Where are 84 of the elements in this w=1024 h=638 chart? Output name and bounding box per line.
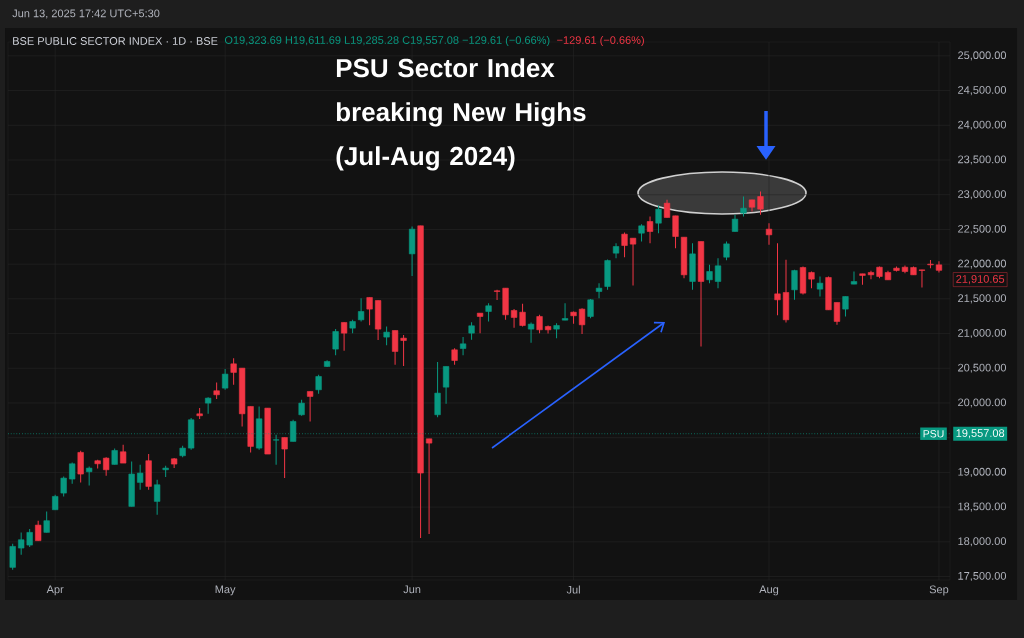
candlestick bbox=[442, 365, 450, 405]
candlestick bbox=[459, 336, 467, 356]
candlestick bbox=[307, 390, 314, 422]
candlestick bbox=[612, 242, 620, 259]
candlestick bbox=[230, 357, 237, 386]
y-tick-label: 22,500.00 bbox=[958, 224, 1007, 234]
candlestick bbox=[714, 257, 722, 289]
candlestick bbox=[646, 216, 654, 244]
candlestick bbox=[655, 204, 662, 234]
candlestick bbox=[842, 295, 849, 317]
y-tick-label: 18,000.00 bbox=[958, 537, 1007, 547]
text: 21,910.65 bbox=[956, 275, 1005, 285]
y-tick-label: 20,500.00 bbox=[958, 363, 1007, 373]
x-tick-label: Jun bbox=[403, 585, 421, 594]
x-tick-label: Apr bbox=[46, 585, 64, 596]
candlestick bbox=[918, 269, 926, 289]
candlestick bbox=[629, 237, 637, 286]
candlestick bbox=[544, 325, 552, 335]
candlestick bbox=[43, 510, 50, 533]
candlestick bbox=[281, 436, 288, 479]
x-tick-label: Aug bbox=[759, 585, 779, 596]
candlestick bbox=[578, 307, 586, 335]
annotation: PSU bbox=[923, 430, 944, 438]
candlestick bbox=[536, 314, 543, 334]
x-tick-label: Jul bbox=[566, 585, 580, 594]
text: Jun 13, 2025 17:42 UTC+5:30 bbox=[12, 9, 160, 19]
candlestick bbox=[485, 302, 492, 322]
y-tick-label: 17,500.00 bbox=[958, 572, 1007, 582]
annotation: O19,323.69 H19,611.69 L19,285.28 C19,557.08 −129.61 (−0.66%) bbox=[224, 35, 550, 47]
candlestick bbox=[774, 242, 781, 316]
candlestick bbox=[332, 328, 339, 356]
y-tick-label: 21,500.00 bbox=[958, 294, 1007, 304]
candlestick bbox=[527, 321, 535, 344]
y-tick-label: 23,500.00 bbox=[958, 155, 1007, 165]
candlestick bbox=[341, 321, 348, 352]
y-tick-label: 23,000.00 bbox=[958, 190, 1007, 200]
y-tick-label: 21,000.00 bbox=[958, 329, 1007, 339]
candlestick bbox=[476, 312, 484, 334]
candlestick bbox=[833, 301, 841, 326]
annotation: −129.61 (−0.66%) bbox=[557, 35, 644, 47]
y-tick-label: 24,000.00 bbox=[958, 120, 1007, 130]
candlestick bbox=[383, 325, 390, 346]
x-tick-label: Sep bbox=[929, 585, 949, 596]
candlestick bbox=[425, 438, 433, 535]
candlestick bbox=[9, 543, 16, 571]
candlestick bbox=[86, 465, 93, 486]
candlestick bbox=[120, 444, 127, 464]
ref-line-label: 19,557.08 bbox=[956, 429, 1005, 439]
candlestick bbox=[757, 191, 764, 216]
candlestick bbox=[706, 264, 713, 284]
candlestick bbox=[103, 456, 110, 477]
candlestick bbox=[740, 196, 747, 218]
candlestick bbox=[587, 298, 594, 319]
candlestick bbox=[561, 302, 569, 321]
chart-title: BSE PUBLIC SECTOR INDEX · 1D · BSE bbox=[13, 37, 218, 45]
candlestick bbox=[154, 479, 161, 516]
annotation: PSU Sector Index breaking New Highs (Jul-Aug 2024) bbox=[336, 58, 586, 171]
candlestick bbox=[765, 222, 773, 246]
candlestick bbox=[205, 396, 212, 415]
candlestick bbox=[357, 297, 365, 322]
y-tick-label: 20,000.00 bbox=[958, 398, 1007, 408]
candlestick bbox=[621, 231, 628, 258]
candlestick bbox=[791, 269, 798, 301]
candlestick bbox=[867, 270, 875, 280]
candlestick bbox=[850, 271, 858, 285]
candlestick bbox=[672, 215, 679, 249]
y-tick-label: 24,500.00 bbox=[958, 86, 1007, 96]
candlestick bbox=[137, 464, 144, 491]
candlestick bbox=[35, 520, 42, 542]
candlestick bbox=[69, 461, 76, 485]
candlestick bbox=[60, 475, 67, 497]
y-tick-label: 18,500.00 bbox=[958, 502, 1007, 512]
y-tick-label: 25,000.00 bbox=[958, 51, 1007, 61]
candlestick bbox=[315, 374, 322, 395]
candlestick bbox=[595, 282, 603, 299]
candlestick bbox=[77, 450, 84, 483]
y-tick-label: 19,000.00 bbox=[958, 467, 1007, 477]
candlestick bbox=[366, 296, 373, 326]
candlestick bbox=[222, 368, 229, 391]
candlestick bbox=[434, 361, 441, 418]
candlestick bbox=[723, 241, 730, 261]
y-tick-label: 22,000.00 bbox=[958, 259, 1007, 269]
x-tick-label: May bbox=[215, 585, 236, 596]
candlestick bbox=[816, 275, 824, 297]
